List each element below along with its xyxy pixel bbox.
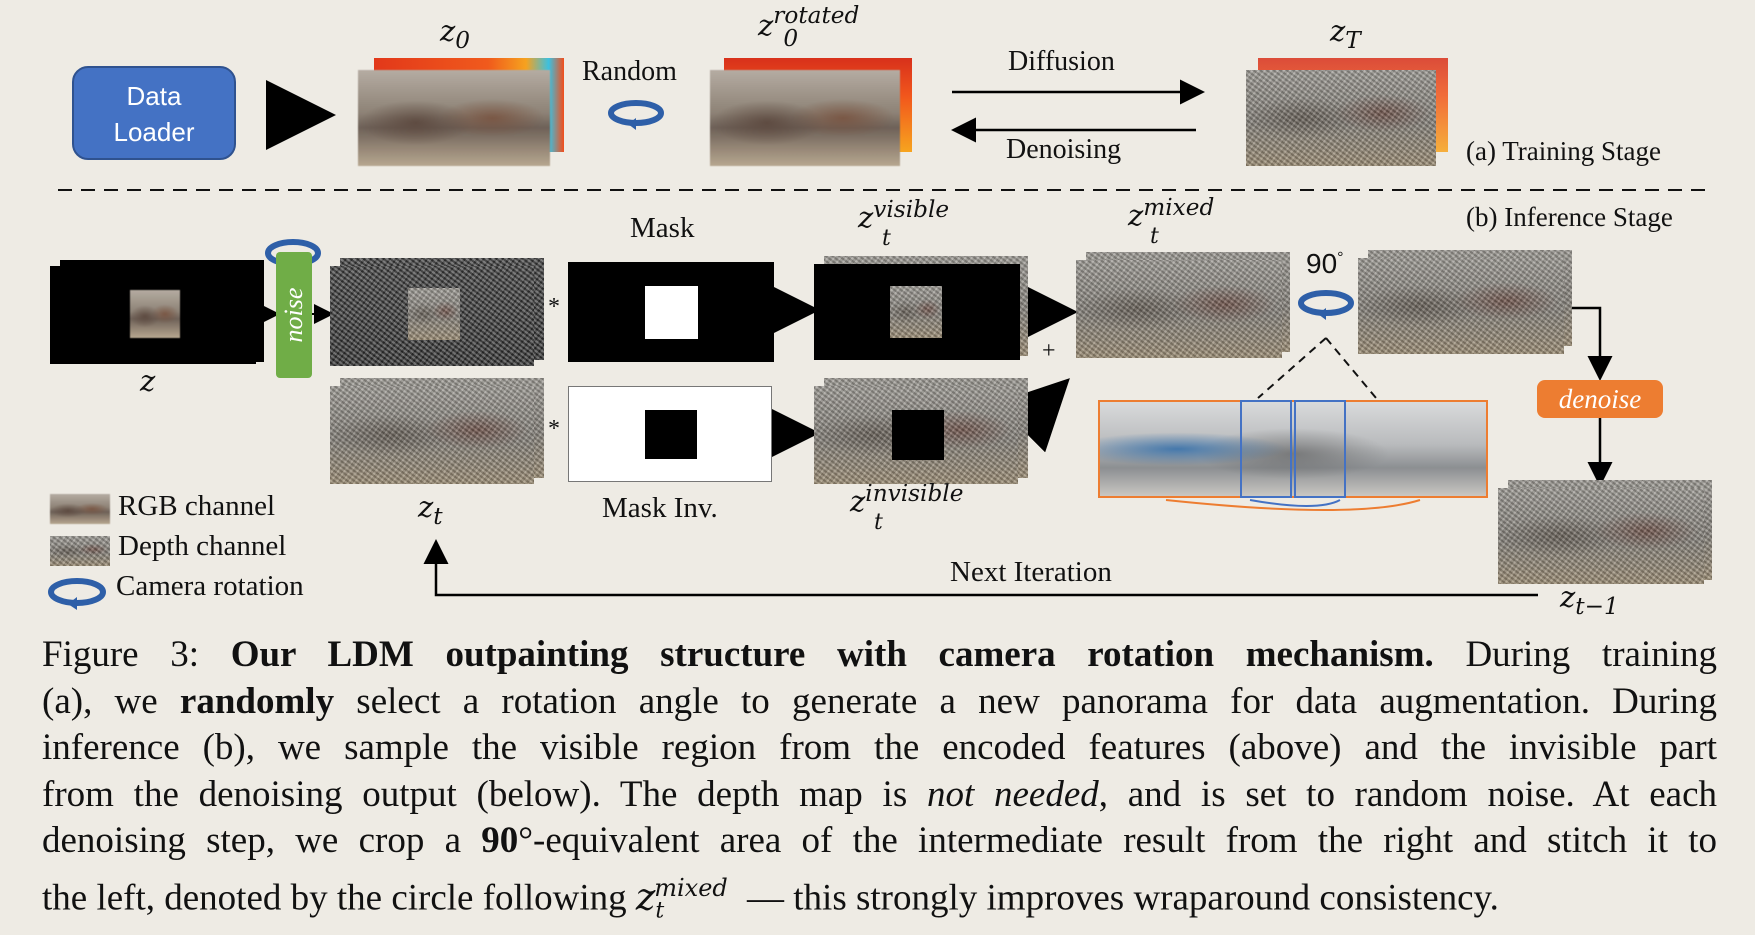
zvis-patch — [890, 286, 942, 338]
zT-label: zT — [1330, 14, 1361, 54]
legend-rgb-swatch — [50, 494, 110, 524]
crop-box-right — [1294, 400, 1346, 498]
zinv-sub: t — [874, 510, 883, 535]
legend-camera-icon — [48, 578, 106, 610]
ztm1-label: zt−1 — [1560, 580, 1619, 620]
star-top: * — [548, 294, 560, 320]
legend-rgb-label: RGB channel — [118, 490, 276, 522]
caption-line-1: Figure 3: Our LDM outpainting structure … — [42, 634, 1717, 675]
caption-line-4: from the denoising output (below). The d… — [42, 773, 1718, 815]
next-iteration-label: Next Iteration — [950, 556, 1112, 588]
zinv-window — [892, 410, 944, 460]
zvis-sub: t — [882, 226, 891, 251]
mask-label: Mask — [630, 212, 695, 244]
star-bottom: * — [548, 416, 560, 442]
legend-depth-label: Depth channel — [118, 530, 287, 562]
denoise-tag: denoise — [1537, 380, 1663, 418]
ztm1-rgb — [1498, 488, 1704, 584]
zmix-label: zmixed — [1128, 194, 1215, 233]
training-stage-label: (a) Training Stage — [1466, 136, 1661, 166]
caption-line-3: inference (b), we sample the visible reg… — [42, 727, 1717, 768]
zvis-label: zvisible — [858, 196, 950, 235]
zt-visible-patch — [408, 288, 460, 340]
stitch-arc-blue — [1249, 499, 1341, 507]
caption-line-2: (a), we randomly select a rotation angle… — [42, 680, 1717, 722]
zmix-rgb — [1076, 260, 1282, 358]
zinv-label: zinvisible — [850, 480, 964, 519]
zt-label: zt — [418, 490, 443, 530]
arrow-to-denoise — [1572, 306, 1613, 381]
rotation-icon-90 — [1298, 290, 1354, 320]
stitch-arc-orange — [1165, 499, 1421, 511]
zmix-rot-rgb — [1358, 258, 1564, 354]
legend-camera-label: Camera rotation — [116, 570, 304, 602]
z0rot-rgb — [710, 70, 900, 166]
random-label: Random — [582, 56, 677, 87]
data-loader-box: Data Loader — [72, 66, 236, 160]
z-visible-patch — [130, 290, 180, 338]
crop-line-left — [1257, 337, 1327, 399]
denoising-label: Denoising — [1006, 134, 1122, 165]
arrow-invisible-mixed — [995, 378, 1070, 453]
zmix-sub: t — [1150, 224, 1159, 249]
z0-rotated-label: zrotated0 — [758, 2, 860, 53]
z0-rgb — [358, 70, 550, 166]
noise-label: noise — [279, 287, 308, 343]
caption-line-5: denoising step, we crop a 90°-equivalent… — [42, 820, 1717, 861]
z0-label: z0 — [440, 14, 471, 54]
legend-depth-swatch — [50, 536, 110, 566]
diffusion-label: Diffusion — [1008, 46, 1115, 77]
panorama-strip — [1098, 400, 1488, 498]
figure-caption: Figure 3: Our LDM outpainting structure … — [42, 632, 1717, 935]
data-loader-line1: Data — [126, 81, 182, 111]
zT-rgb — [1246, 70, 1436, 166]
arrow-next-iteration — [423, 539, 1538, 597]
mask-window — [645, 286, 698, 339]
data-loader-line2: Loader — [113, 117, 195, 147]
caption-line-6: the left, denoted by the circle followin… — [42, 873, 1499, 924]
crop-box-left — [1240, 400, 1292, 498]
rotation-angle: 90° — [1306, 248, 1344, 279]
z-label: z — [140, 364, 156, 398]
plus-sign: + — [1042, 338, 1056, 364]
noise-bar: noise — [276, 252, 312, 378]
inference-stage-label: (b) Inference Stage — [1466, 202, 1673, 232]
mask-inv-label: Mask Inv. — [602, 492, 718, 524]
zt-rgb-bottom — [330, 386, 534, 484]
mask-inv-window — [645, 410, 697, 459]
rotation-icon — [608, 100, 664, 130]
